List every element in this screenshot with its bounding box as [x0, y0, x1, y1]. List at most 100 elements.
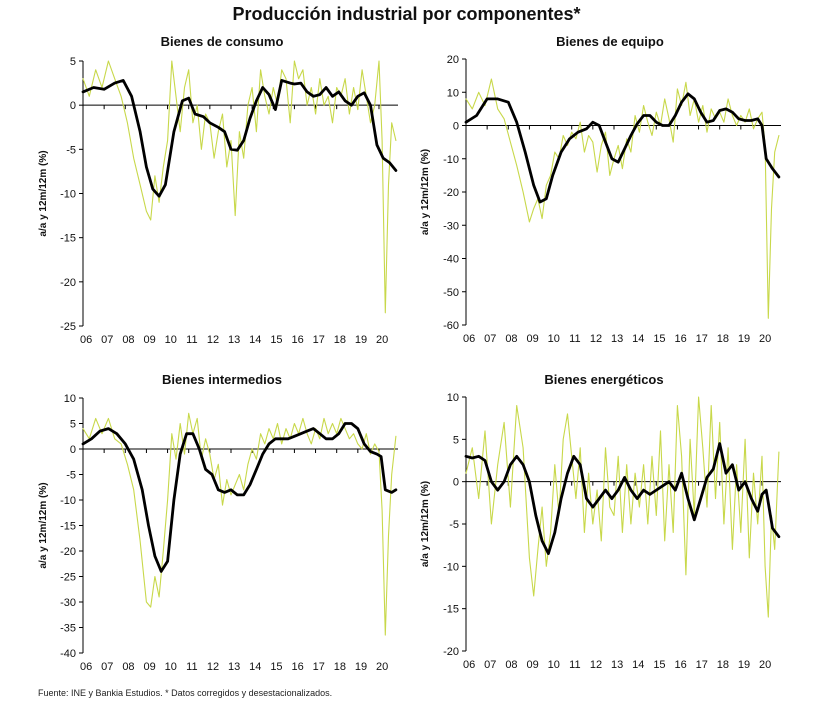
x-tick-label: 07 [484, 333, 496, 345]
x-tick-label: 08 [505, 333, 517, 345]
x-tick-label: 18 [334, 334, 346, 346]
y-tick-label: -30 [443, 220, 459, 232]
x-tick-label: 15 [270, 334, 282, 346]
y-tick-label: -5 [449, 519, 459, 531]
x-tick-label: 10 [165, 661, 177, 673]
y-tick-label: 0 [453, 121, 459, 133]
y-tick-label: 0 [70, 100, 76, 112]
x-tick-label: 09 [143, 661, 155, 673]
x-tick-label: 08 [505, 659, 517, 671]
panel-title: Bienes de equipo [556, 34, 664, 49]
x-tick-label: 18 [717, 333, 729, 345]
x-tick-label: 20 [759, 333, 771, 345]
y-axis-label: a/a y 12m/12m (%) [38, 482, 49, 568]
series-line-aa [82, 60, 397, 314]
x-tick-label: 11 [569, 659, 580, 671]
x-tick-label: 15 [270, 661, 282, 673]
x-tick-label: 16 [291, 661, 303, 673]
x-tick-label: 20 [376, 661, 388, 673]
y-tick-label: -5 [66, 144, 76, 156]
x-tick-label: 13 [228, 334, 240, 346]
x-tick-label: 15 [653, 659, 665, 671]
x-tick-label: 17 [696, 659, 708, 671]
series-line-aa [465, 78, 780, 319]
x-tick-label: 19 [738, 659, 750, 671]
x-tick-label: 17 [313, 334, 325, 346]
x-tick-label: 19 [738, 333, 750, 345]
series-line-12m [81, 79, 398, 198]
panel-title: Bienes intermedios [162, 372, 282, 387]
x-tick-label: 08 [122, 661, 134, 673]
y-tick-label: -5 [66, 470, 76, 482]
x-tick-label: 19 [355, 661, 367, 673]
y-tick-label: 0 [453, 477, 459, 489]
x-tick-label: 09 [143, 334, 155, 346]
y-tick-label: 5 [453, 434, 459, 446]
x-tick-label: 06 [80, 334, 92, 346]
y-tick-label: 20 [447, 54, 459, 66]
x-tick-label: 08 [122, 334, 134, 346]
y-tick-label: -35 [60, 623, 76, 635]
x-tick-label: 15 [653, 333, 665, 345]
y-tick-label: -10 [443, 561, 459, 573]
x-tick-label: 16 [291, 334, 303, 346]
x-tick-label: 16 [674, 659, 686, 671]
y-axis-label: a/a y 12m/12m (%) [420, 481, 431, 567]
source-note: Fuente: INE y Bankia Estudios. * Datos c… [38, 688, 333, 698]
chart-panel-4: Bienes energéticos a/a y 12m/12m (%) 10 5 0 -… [420, 372, 781, 671]
y-tick-label: -15 [443, 604, 459, 616]
x-tick-label: 18 [334, 661, 346, 673]
y-tick-label: -25 [60, 321, 76, 333]
y-tick-label: -20 [443, 646, 459, 658]
x-tick-label: 16 [674, 333, 686, 345]
y-tick-label: 10 [447, 392, 459, 404]
x-tick-label: 19 [355, 334, 367, 346]
x-tick-label: 10 [165, 334, 177, 346]
main-title: Producción industrial por componentes* [232, 4, 581, 24]
y-tick-label: 5 [70, 419, 76, 431]
y-tick-label: -20 [60, 546, 76, 558]
y-tick-label: -40 [60, 648, 76, 660]
x-tick-label: 06 [463, 333, 475, 345]
y-tick-label: -15 [60, 233, 76, 245]
y-tick-label: 10 [64, 393, 76, 405]
x-tick-label: 10 [548, 659, 560, 671]
x-tick-label: 18 [717, 659, 729, 671]
y-tick-label: -10 [60, 189, 76, 201]
x-tick-label: 07 [101, 334, 113, 346]
y-tick-label: -25 [60, 572, 76, 584]
y-tick-label: 0 [70, 444, 76, 456]
x-tick-label: 13 [611, 659, 623, 671]
y-tick-label: -10 [60, 495, 76, 507]
y-axis-label: a/a y 12m/12m (%) [38, 150, 49, 236]
series-line-12m [81, 422, 398, 573]
x-tick-label: 11 [569, 333, 580, 345]
y-tick-label: -60 [443, 320, 459, 332]
series-line-12m [464, 442, 781, 555]
x-tick-label: 12 [207, 334, 219, 346]
series-line-aa [465, 396, 780, 618]
x-tick-label: 06 [80, 661, 92, 673]
x-tick-label: 09 [526, 659, 538, 671]
x-tick-label: 17 [696, 333, 708, 345]
chart-panel-1: Bienes de consumo a/a y 12m/12m (%) 5 0 -5 -1… [38, 34, 398, 346]
x-tick-label: 14 [632, 659, 644, 671]
y-tick-label: 10 [447, 87, 459, 99]
panel-title: Bienes energéticos [544, 372, 663, 387]
x-tick-label: 07 [101, 661, 113, 673]
y-tick-label: -40 [443, 254, 459, 266]
x-tick-label: 12 [207, 661, 219, 673]
x-tick-label: 10 [548, 333, 560, 345]
y-tick-label: -50 [443, 287, 459, 299]
y-axis-label: a/a y 12m/12m (%) [420, 149, 431, 235]
x-tick-label: 11 [186, 334, 197, 346]
x-tick-label: 14 [249, 661, 261, 673]
x-tick-label: 09 [526, 333, 538, 345]
x-tick-label: 12 [590, 333, 602, 345]
x-tick-label: 13 [611, 333, 623, 345]
x-tick-label: 13 [228, 661, 240, 673]
y-tick-label: -20 [60, 277, 76, 289]
y-tick-label: -15 [60, 521, 76, 533]
x-tick-label: 14 [249, 334, 261, 346]
